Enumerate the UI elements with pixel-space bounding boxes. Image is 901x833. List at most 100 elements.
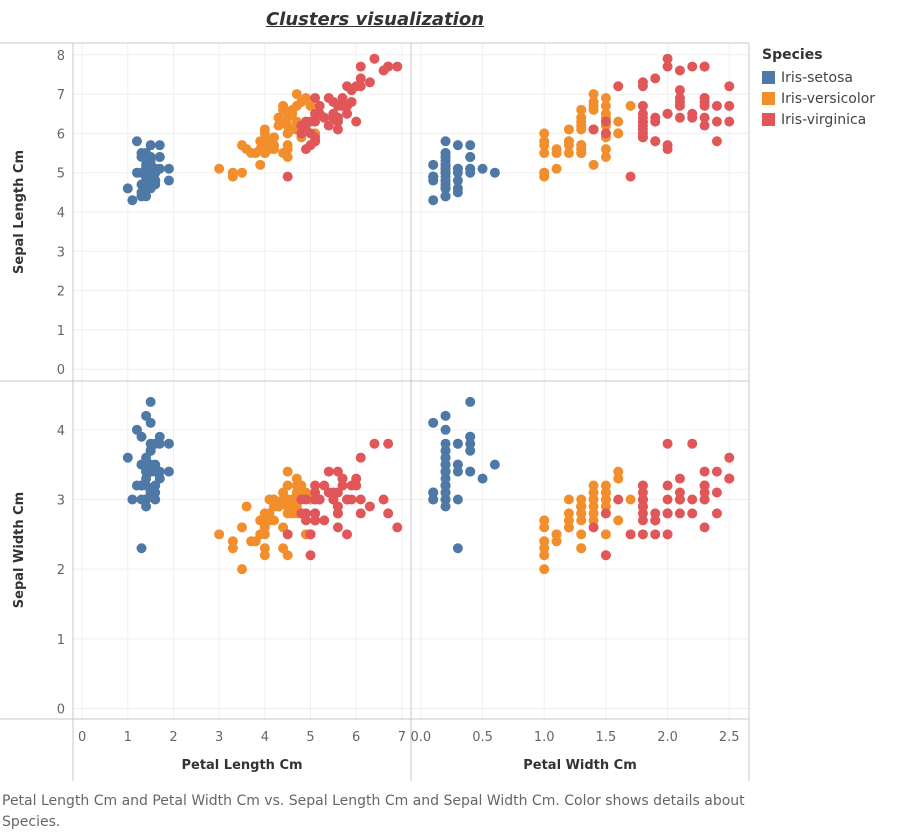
data-point [724, 81, 735, 92]
legend-item-setosa[interactable]: Iris-setosa [762, 67, 875, 88]
data-point [576, 104, 587, 115]
data-point [369, 53, 380, 64]
legend-label-virginica: Iris-virginica [781, 111, 867, 128]
data-point [637, 501, 648, 512]
data-point [674, 65, 685, 76]
data-point [477, 473, 488, 484]
x-tick-label: 7 [398, 730, 406, 745]
data-point [674, 473, 685, 484]
data-point [711, 466, 722, 477]
legend-item-versicolor[interactable]: Iris-versicolor [762, 88, 875, 109]
data-point [131, 136, 142, 147]
data-point [613, 116, 624, 127]
y-tick-label: 4 [57, 424, 65, 439]
legend-item-virginica[interactable]: Iris-virginica [762, 109, 875, 130]
data-point [600, 529, 611, 540]
data-point [637, 487, 648, 498]
data-point [650, 116, 661, 127]
data-point [662, 61, 673, 72]
data-point [332, 508, 343, 519]
legend-label-setosa: Iris-setosa [781, 69, 853, 86]
data-point [600, 550, 611, 561]
data-point [440, 410, 451, 421]
data-point [625, 171, 636, 182]
data-point [237, 564, 247, 575]
data-point [305, 529, 316, 540]
data-point [563, 515, 574, 526]
data-point [310, 480, 321, 491]
data-point [637, 81, 648, 92]
data-point [346, 96, 357, 107]
x-tick-label: 0.5 [472, 730, 493, 745]
data-point [355, 73, 366, 84]
data-point [305, 100, 316, 111]
data-point [699, 112, 710, 123]
data-point [613, 473, 624, 484]
data-point [588, 494, 599, 505]
data-point [332, 487, 343, 498]
data-point [127, 195, 138, 206]
data-point [699, 100, 710, 111]
y-tick-label: 5 [57, 167, 65, 182]
data-point [600, 480, 611, 491]
data-point [539, 522, 550, 533]
data-point [637, 529, 648, 540]
y-tick-label: 8 [57, 49, 65, 64]
data-point [576, 529, 587, 540]
data-point [576, 515, 587, 526]
data-point [145, 140, 156, 151]
data-point [452, 543, 463, 554]
data-point [392, 61, 403, 72]
data-point [452, 459, 463, 470]
data-point [278, 543, 289, 554]
x-tick-label: 1 [124, 730, 132, 745]
data-point [296, 494, 307, 505]
y-tick-label: 7 [57, 88, 65, 103]
data-point [440, 473, 451, 484]
data-point [588, 501, 599, 512]
data-point [328, 112, 339, 123]
x-tick-label: 2 [169, 730, 177, 745]
data-point [314, 100, 325, 111]
data-point [600, 93, 611, 104]
data-point [337, 473, 348, 484]
data-point [141, 494, 152, 505]
data-point [687, 508, 698, 519]
data-point [650, 529, 661, 540]
data-point [674, 93, 685, 104]
data-point [699, 494, 710, 505]
data-point [291, 89, 302, 100]
data-point [264, 140, 275, 151]
legend: Species Iris-setosa Iris-versicolor Iris… [762, 47, 875, 130]
data-point [305, 116, 316, 127]
data-point [465, 438, 476, 449]
data-point [259, 124, 270, 135]
data-point [687, 438, 698, 449]
y-tick-label: 1 [57, 633, 65, 648]
data-point [237, 167, 247, 178]
data-point [452, 438, 463, 449]
data-point [465, 151, 476, 162]
data-point [588, 159, 599, 170]
data-point [278, 104, 289, 115]
data-point [163, 175, 174, 186]
data-point [600, 108, 611, 119]
x-tick-label: 2.0 [657, 730, 678, 745]
data-point [588, 480, 599, 491]
data-point [711, 116, 722, 127]
data-point [551, 529, 562, 540]
data-point [588, 508, 599, 519]
data-point [563, 508, 574, 519]
data-point [332, 124, 343, 135]
data-point [346, 480, 357, 491]
data-point [637, 480, 648, 491]
data-point [539, 564, 550, 575]
data-point [674, 494, 685, 505]
data-point [650, 515, 661, 526]
data-point [332, 522, 343, 533]
data-point [440, 136, 451, 147]
data-point [674, 100, 685, 111]
data-point [440, 191, 451, 202]
x-tick-label: 2.5 [719, 730, 740, 745]
data-point [588, 124, 599, 135]
